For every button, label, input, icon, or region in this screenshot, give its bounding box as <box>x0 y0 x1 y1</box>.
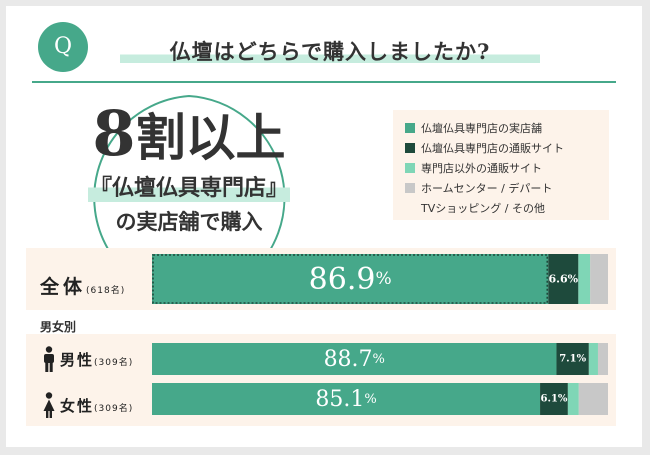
label-male-store: 88.7% <box>324 347 385 372</box>
question-badge: Q <box>38 22 88 72</box>
row-label-overall: 全体(618名) <box>40 272 125 299</box>
legend-item-specialty-online: 仏壇仏具専門店の通販サイト <box>405 138 564 158</box>
label-female-specialty-online: 6.1% <box>541 394 568 405</box>
label-overall-store: 86.9% <box>309 262 392 297</box>
bar-female-specialty-online <box>540 383 568 415</box>
callout-highlight: 『仏壇仏具専門店』 <box>87 170 290 202</box>
row-label-female-text: 女性 <box>60 397 95 415</box>
row-label-overall-text: 全体 <box>40 276 87 298</box>
callout-big-number: 8 <box>92 97 136 170</box>
legend-label-home-center: ホームセンター / デパート <box>421 182 553 195</box>
legend-label-store: 仏壇仏具専門店の実店舗 <box>421 122 542 135</box>
bar-female-home-center-other <box>578 383 608 415</box>
legend-item-other-online: 専門店以外の通販サイト <box>405 158 542 178</box>
row-label-male-text: 男性 <box>60 351 95 369</box>
row-sample-overall: (618名) <box>86 286 126 296</box>
row-sample-male: (309名) <box>94 358 134 368</box>
legend-swatch-store <box>405 123 415 133</box>
bar-female-store <box>152 383 541 415</box>
legend-label-tv-shopping: TVショッピング / その他 <box>421 202 545 215</box>
callout-big-suffix: 割以上 <box>135 108 286 167</box>
male-icon <box>44 346 54 372</box>
gender-section-title: 男女別 <box>40 320 77 334</box>
bar-overall-highlight-outline <box>152 254 549 304</box>
legend: 仏壇仏具専門店の実店舗 仏壇仏具専門店の通販サイト 専門店以外の通販サイト ホー… <box>393 110 609 220</box>
label-female-store: 85.1% <box>315 387 376 412</box>
legend-item-tv-shopping: TVショッピング / その他 <box>405 198 545 218</box>
bar-overall-specialty-online <box>548 254 579 304</box>
row-label-male: 男性(309名) <box>60 349 133 370</box>
female-icon <box>43 392 55 418</box>
bar-female-other-online <box>567 383 579 415</box>
bar-overall-store <box>152 254 549 304</box>
legend-item-home-center: ホームセンター / デパート <box>405 178 552 198</box>
callout-subtext: の実店舗で購入 <box>115 209 263 234</box>
header-divider <box>32 81 616 83</box>
legend-item-store: 仏壇仏具専門店の実店舗 <box>405 118 542 138</box>
legend-label-other-online: 専門店以外の通販サイト <box>421 162 542 175</box>
bar-overall-other-online <box>578 254 591 304</box>
row-sample-female: (309名) <box>94 404 134 414</box>
legend-swatch-home-center <box>405 183 415 193</box>
bar-male-specialty-online <box>556 343 589 375</box>
bar-male-other-online <box>588 343 598 375</box>
bar-overall-home-center-other <box>590 254 608 304</box>
callout-big-stat: 8割以上 <box>84 103 294 168</box>
label-overall-specialty-online: 6.6% <box>549 273 579 286</box>
legend-swatch-other-online <box>405 163 415 173</box>
question-text: 仏壇はどちらで購入しましたか? <box>120 36 540 66</box>
legend-label-specialty-online: 仏壇仏具専門店の通販サイト <box>421 142 564 155</box>
row-label-female: 女性(309名) <box>60 395 133 416</box>
label-male-specialty-online: 7.1% <box>559 354 586 365</box>
legend-swatch-specialty-online <box>405 143 415 153</box>
bar-male-home-center-other <box>597 343 608 375</box>
callout: 8割以上 『仏壇仏具専門店』 の実店舗で購入 <box>84 96 294 236</box>
bar-male-store <box>152 343 557 375</box>
